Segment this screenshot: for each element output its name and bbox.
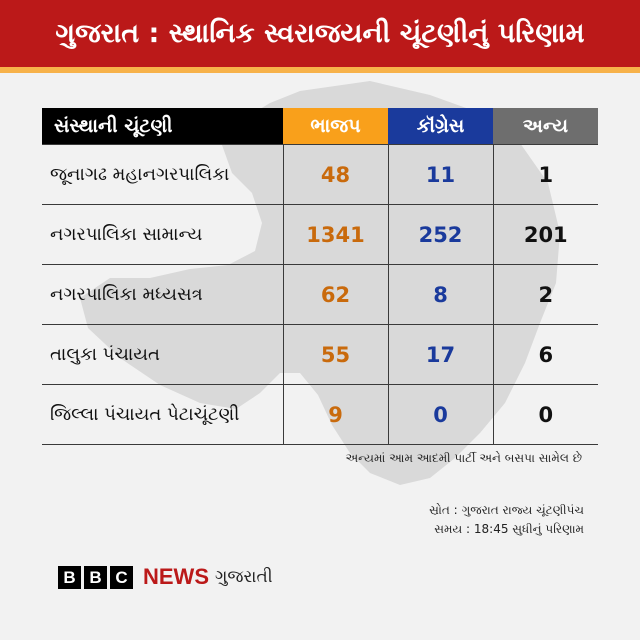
page-title: ગુજરાત : સ્થાનિક સ્વરાજયની ચૂંટણીનું પરિ… xyxy=(55,18,585,49)
congress-value: 0 xyxy=(387,384,493,445)
bbc-letter-block: B xyxy=(84,565,107,589)
congress-value: 8 xyxy=(387,264,493,325)
row-label: જૂનાગઢ મહાનગરપાલિકા xyxy=(42,144,283,205)
row-label: નગરપાલિકા સામાન્ય xyxy=(42,204,283,265)
row-label: નગરપાલિકા મધ્યસત્ર xyxy=(42,264,283,325)
table-header-row: સંસ્થાની ચૂંટણી ભાજપ કૉંગ્રેસ અન્ય xyxy=(42,108,598,145)
bbc-news-gujarati-logo: B B C NEWS ગુજરાતી xyxy=(58,564,273,589)
bjp-value: 55 xyxy=(282,324,388,385)
others-value: 2 xyxy=(492,264,598,325)
header-bar: ગુજરાત : સ્થાનિક સ્વરાજયની ચૂંટણીનું પરિ… xyxy=(0,0,640,67)
table-row: જૂનાગઢ મહાનગરપાલિકા 48 11 1 xyxy=(42,144,598,205)
bjp-value: 62 xyxy=(282,264,388,325)
others-value: 1 xyxy=(492,144,598,205)
bbc-letter-block: B xyxy=(58,565,81,589)
table-row: તાલુકા પંચાયત 55 17 6 xyxy=(42,324,598,385)
congress-value: 17 xyxy=(387,324,493,385)
others-value: 0 xyxy=(492,384,598,445)
result-time: સમય : 18:45 સુધીનું પરિણામ xyxy=(434,522,584,536)
congress-value: 252 xyxy=(387,204,493,265)
column-header-others: અન્ય xyxy=(493,108,598,145)
bbc-letter-block: C xyxy=(110,565,133,589)
row-label: તાલુકા પંચાયત xyxy=(42,324,283,385)
table-row: નગરપાલિકા મધ્યસત્ર 62 8 2 xyxy=(42,264,598,325)
bjp-value: 1341 xyxy=(282,204,388,265)
others-value: 201 xyxy=(492,204,598,265)
table-row: જિલ્લા પંચાયત પેટાચૂંટણી 9 0 0 xyxy=(42,384,598,445)
congress-value: 11 xyxy=(387,144,493,205)
header-accent-stripe xyxy=(0,67,640,73)
bjp-value: 48 xyxy=(282,144,388,205)
others-value: 6 xyxy=(492,324,598,385)
source-credit: સ્રોત : ગુજરાત રાજ્ય ચૂંટણીપંચ xyxy=(429,503,584,517)
column-header-institution: સંસ્થાની ચૂંટણી xyxy=(42,108,283,145)
table-row: નગરપાલિકા સામાન્ય 1341 252 201 xyxy=(42,204,598,265)
language-label: ગુજરાતી xyxy=(215,567,273,587)
results-table: સંસ્થાની ચૂંટણી ભાજપ કૉંગ્રેસ અન્ય જૂનાગ… xyxy=(42,108,598,445)
bjp-value: 9 xyxy=(282,384,388,445)
column-header-congress: કૉંગ્રેસ xyxy=(388,108,493,145)
row-label: જિલ્લા પંચાયત પેટાચૂંટણી xyxy=(42,384,283,445)
column-header-bjp: ભાજપ xyxy=(283,108,388,145)
footnote: અન્યમાં આમ આદમી પાર્ટી અને બસપા સામેલ છે xyxy=(345,451,582,465)
news-wordmark: NEWS xyxy=(143,564,209,589)
